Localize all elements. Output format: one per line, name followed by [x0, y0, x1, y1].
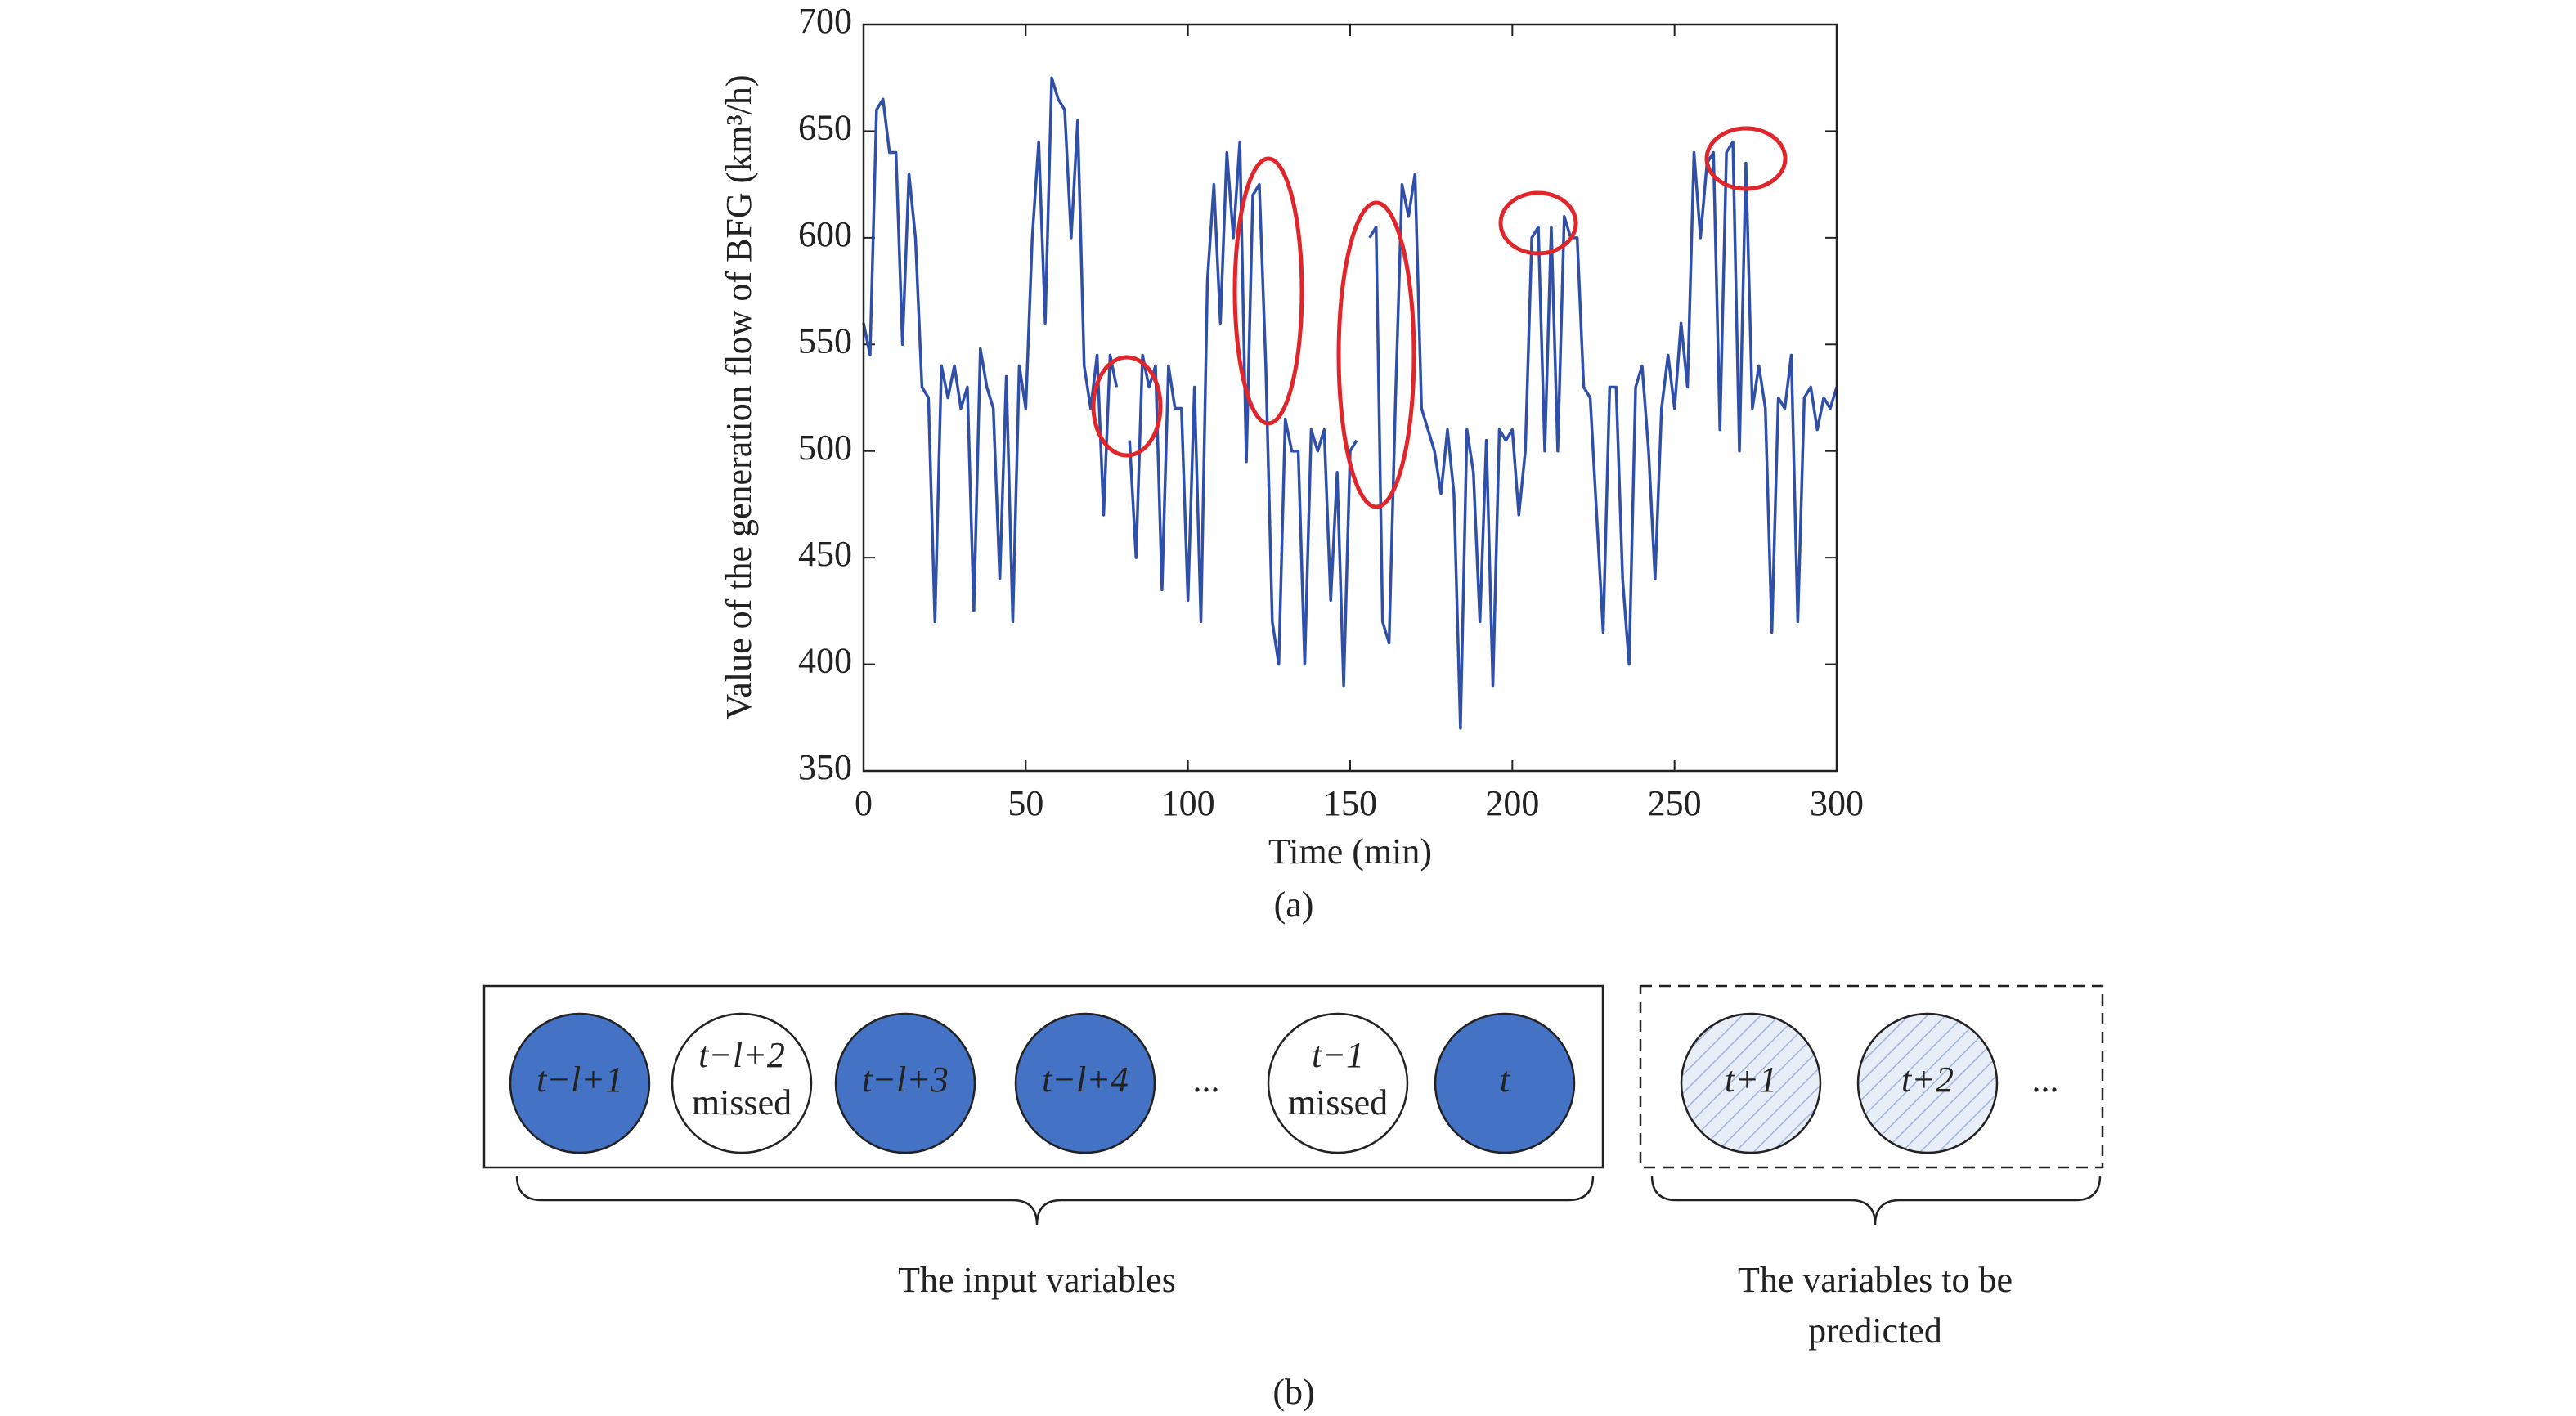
highlight-ellipse — [1232, 156, 1304, 426]
input-node — [1267, 1012, 1409, 1154]
highlight-ellipse — [1336, 200, 1416, 509]
plot-frame — [862, 23, 1838, 773]
x-tick-label: 50 — [1008, 783, 1043, 823]
node-label: t+1 — [1725, 1060, 1777, 1100]
y-tick-label: 400 — [798, 641, 852, 681]
y-tick-label: 550 — [798, 320, 852, 361]
y-tick-label: 700 — [798, 1, 852, 41]
output-caption: The variables to be — [1738, 1260, 2013, 1300]
input-node — [1014, 1012, 1156, 1154]
output-box — [1639, 984, 2104, 1169]
nodes: t−l+1 t−l+2 missed t−l+3 t−l+4 t−1 missed t... t… — [509, 1012, 2059, 1154]
highlight-ellipse — [1498, 190, 1578, 256]
ellipsis: ... — [2032, 1060, 2059, 1100]
line-series — [1368, 140, 1838, 730]
x-tick-label: 150 — [1323, 783, 1377, 823]
node-label: t — [1500, 1060, 1511, 1100]
node-label: t−l+2 — [698, 1035, 785, 1075]
caption: (a) — [1274, 885, 1314, 925]
chart: 0 50 100 150 200 250 300 350 400 450 500 550 600 650 7… — [798, 1, 1864, 823]
y-axis-label: Value of the generation flow of BFG (km³… — [719, 74, 759, 719]
node-note: missed — [1288, 1082, 1388, 1122]
caption: (b) — [1272, 1372, 1314, 1412]
x-tick-label: 0 — [855, 783, 873, 823]
brace — [1650, 1175, 2102, 1226]
input-node — [834, 1012, 976, 1154]
highlight-ellipse — [1704, 126, 1788, 191]
y-tick-label: 450 — [798, 534, 852, 574]
y-tick-label: 600 — [798, 214, 852, 254]
output-node — [1680, 1012, 1822, 1154]
y-tick-label: 350 — [798, 747, 852, 787]
brace — [515, 1175, 1595, 1226]
y-tick-label: 650 — [798, 108, 852, 148]
node-label: t−1 — [1312, 1035, 1364, 1075]
line-series — [862, 76, 1119, 624]
node-label: t−l+4 — [1042, 1060, 1129, 1100]
x-tick-label: 100 — [1161, 783, 1215, 823]
input-box — [482, 984, 1604, 1169]
line-series — [1128, 140, 1358, 688]
input-node — [671, 1012, 813, 1154]
input-caption: The input variables — [898, 1260, 1176, 1300]
ellipsis: ... — [1193, 1060, 1220, 1100]
x-tick-label: 300 — [1810, 783, 1864, 823]
output-node — [1856, 1012, 1999, 1154]
input-node — [509, 1012, 651, 1154]
node-label: t+2 — [1901, 1060, 1954, 1100]
node-label: t−l+1 — [536, 1060, 623, 1100]
highlight-ellipse — [1091, 355, 1163, 458]
node-label: t−l+3 — [862, 1060, 949, 1100]
output-caption: predicted — [1808, 1311, 1942, 1351]
x-axis-label: Time (min) — [1268, 831, 1432, 872]
x-tick-label: 250 — [1648, 783, 1702, 823]
node-note: missed — [692, 1082, 792, 1122]
x-tick-label: 200 — [1485, 783, 1539, 823]
y-tick-label: 500 — [798, 428, 852, 468]
input-node — [1434, 1012, 1576, 1154]
annotations — [1091, 126, 1788, 509]
